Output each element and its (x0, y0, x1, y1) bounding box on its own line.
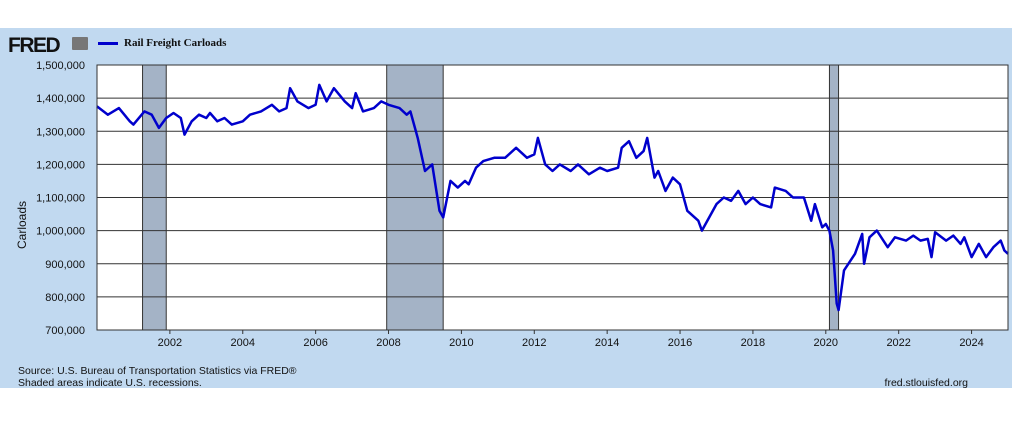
x-tick-label: 2006 (303, 337, 327, 349)
series-line (96, 83, 1009, 312)
x-tick-label: 2012 (522, 337, 546, 349)
x-tick-label: 2010 (449, 337, 473, 349)
x-tick-label: 2024 (959, 337, 983, 349)
legend: Rail Freight Carloads (98, 37, 226, 49)
y-tick-label: 1,300,000 (36, 126, 85, 138)
y-tick-label: 700,000 (45, 325, 85, 337)
y-tick-label: 900,000 (45, 259, 85, 271)
chart-panel: FRED Rail Freight Carloads Carloads 700,… (0, 28, 1012, 389)
recession-note: Shaded areas indicate U.S. recessions. (18, 377, 202, 389)
legend-label: Rail Freight Carloads (124, 37, 227, 49)
chart-svg: 700,000 800,000 900,000 1,000,000 1,100,000 1… (36, 60, 1009, 349)
source-note: Source: U.S. Bureau of Transportation St… (18, 365, 297, 389)
x-tick-label: 2022 (886, 337, 910, 349)
fred-logo: FRED (8, 34, 61, 57)
y-tick-label: 800,000 (45, 292, 85, 304)
y-tick-label: 1,500,000 (36, 60, 85, 72)
x-tick-label: 2002 (158, 337, 182, 349)
y-tick-label: 1,400,000 (36, 93, 85, 105)
y-tick-label: 1,000,000 (36, 226, 85, 238)
plot-border (96, 64, 1009, 331)
source-text: Source: U.S. Bureau of Transportation St… (18, 365, 297, 377)
site-link[interactable]: fred.stlouisfed.org (884, 377, 968, 389)
x-tick-label: 2014 (595, 337, 619, 349)
chart-icon (72, 37, 88, 50)
x-tick-label: 2008 (376, 337, 400, 349)
legend-swatch (98, 41, 118, 45)
x-tick-label: 2004 (231, 337, 255, 349)
x-tick-label: 2018 (741, 337, 765, 349)
y-tick-label: 1,200,000 (36, 159, 85, 171)
x-tick-label: 2016 (668, 337, 692, 349)
x-tick-label: 2020 (814, 337, 838, 349)
y-tick-label: 1,100,000 (36, 193, 85, 205)
